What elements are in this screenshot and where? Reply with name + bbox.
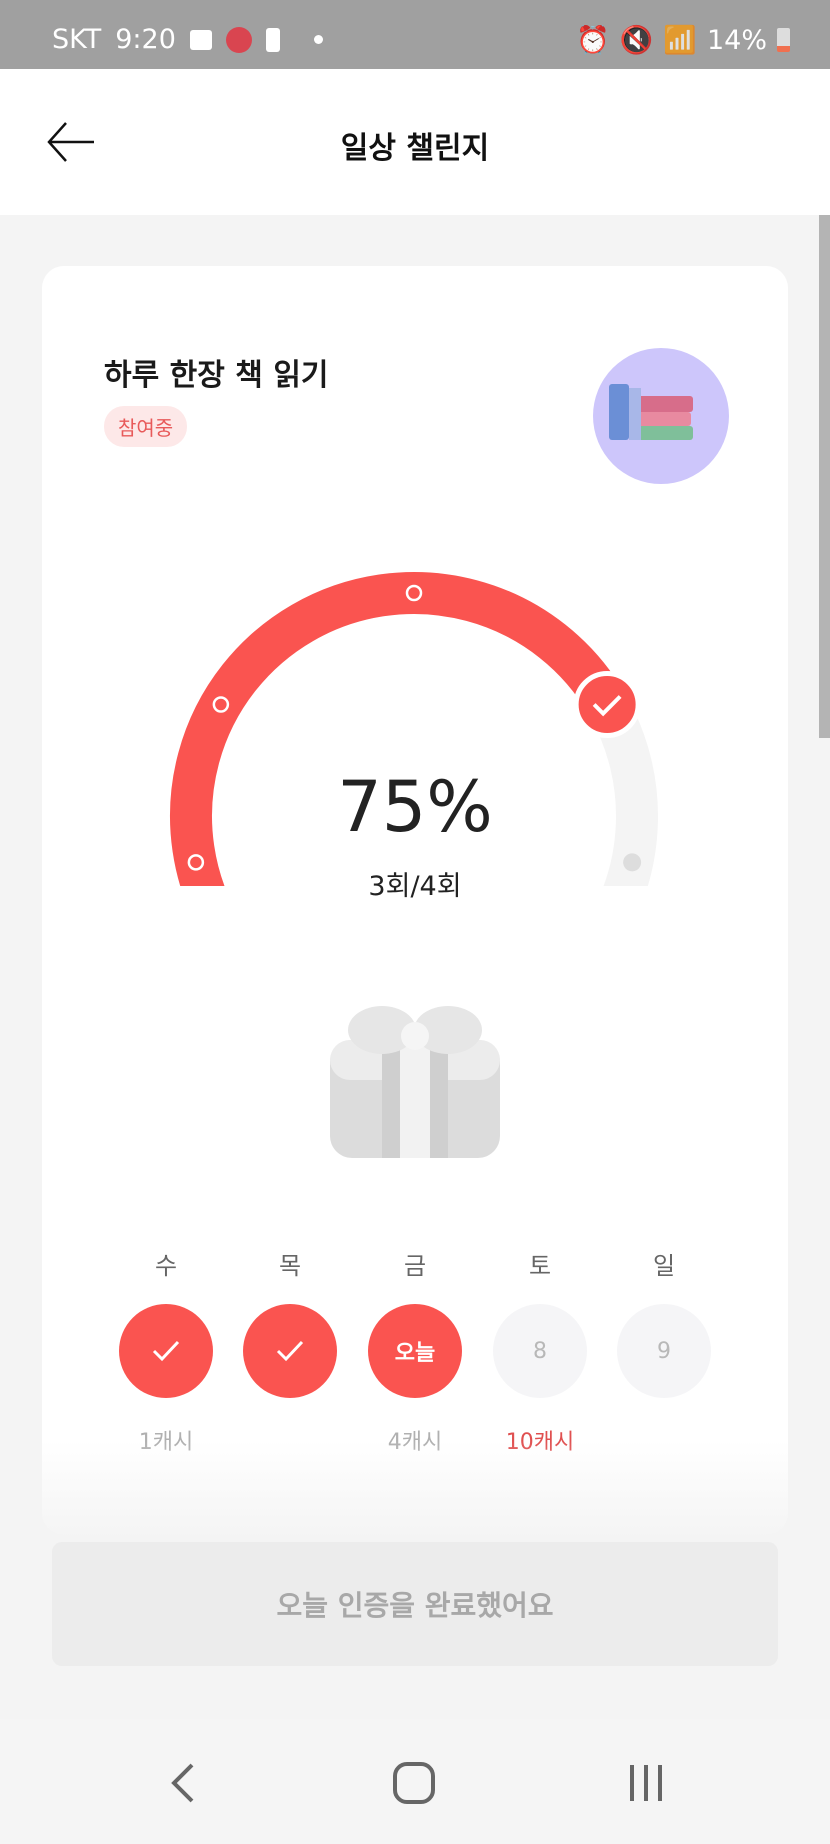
day-circle-done (243, 1304, 337, 1398)
dot-icon (313, 35, 323, 44)
page-title: 일상 챌린지 (340, 131, 490, 166)
battery-icon (777, 28, 790, 52)
weekday-label: 일 (652, 1252, 676, 1280)
app-notification-icon (225, 26, 252, 53)
status-bar: SKT 9:20 ⏰ 🔇 📶 14% (0, 0, 830, 69)
check-icon (276, 1340, 304, 1362)
alarm-icon: ⏰ (576, 25, 610, 56)
nav-home-icon[interactable] (392, 1761, 436, 1805)
progress-percent: 75% (337, 766, 493, 848)
battery-alert-icon (265, 27, 280, 52)
battery-percent: 14% (706, 24, 767, 56)
day-circle-done (119, 1304, 213, 1398)
day-circle-today: 오늘 (368, 1304, 462, 1398)
nav-recents-icon[interactable] (626, 1763, 666, 1803)
wifi-icon: 📶 (663, 25, 697, 56)
day-circle-future: 8 (493, 1304, 587, 1398)
weekday-label: 목 (278, 1252, 302, 1280)
challenge-title: 하루 한장 책 읽기 (104, 358, 329, 393)
gauge-milestone (212, 696, 230, 713)
check-icon (152, 1340, 180, 1362)
nav-back-icon[interactable] (168, 1761, 198, 1805)
bottom-fade (0, 1440, 830, 1540)
carrier: SKT (52, 24, 102, 55)
weekday-label: 토 (528, 1252, 552, 1280)
navigation-bar (0, 1719, 830, 1844)
status-badge: 참여중 (104, 406, 188, 447)
day-circle-text: 9 (657, 1338, 671, 1364)
arrow-left-icon[interactable] (46, 119, 96, 165)
challenge-card: 하루 한장 책 읽기 참여중 75% 3회/4회 수1캐시목금오늘4캐시토810… (42, 266, 788, 1535)
weekday-label: 수 (154, 1252, 178, 1280)
progress-gauge (170, 572, 658, 886)
books-icon (593, 348, 729, 484)
day-circle-future: 9 (617, 1304, 711, 1398)
mute-icon: 🔇 (619, 25, 654, 56)
gallery-icon (189, 29, 212, 50)
gauge-milestone-pending (623, 853, 642, 872)
day-circle-text: 8 (533, 1338, 547, 1364)
gauge-milestone (405, 584, 423, 602)
day-circle-text: 오늘 (394, 1341, 436, 1366)
gift-icon (330, 1006, 500, 1158)
weekday-label: 금 (403, 1252, 427, 1280)
clock: 9:20 (115, 24, 176, 55)
gauge-milestone (187, 854, 205, 871)
scrollbar[interactable] (819, 215, 830, 738)
gauge-check-icon (573, 671, 641, 738)
progress-count: 3회/4회 (368, 871, 462, 902)
gauge-fill (170, 572, 629, 886)
app-header: 일상 챌린지 (0, 69, 830, 215)
verification-complete-button[interactable]: 오늘 인증을 완료했어요 (52, 1542, 778, 1666)
